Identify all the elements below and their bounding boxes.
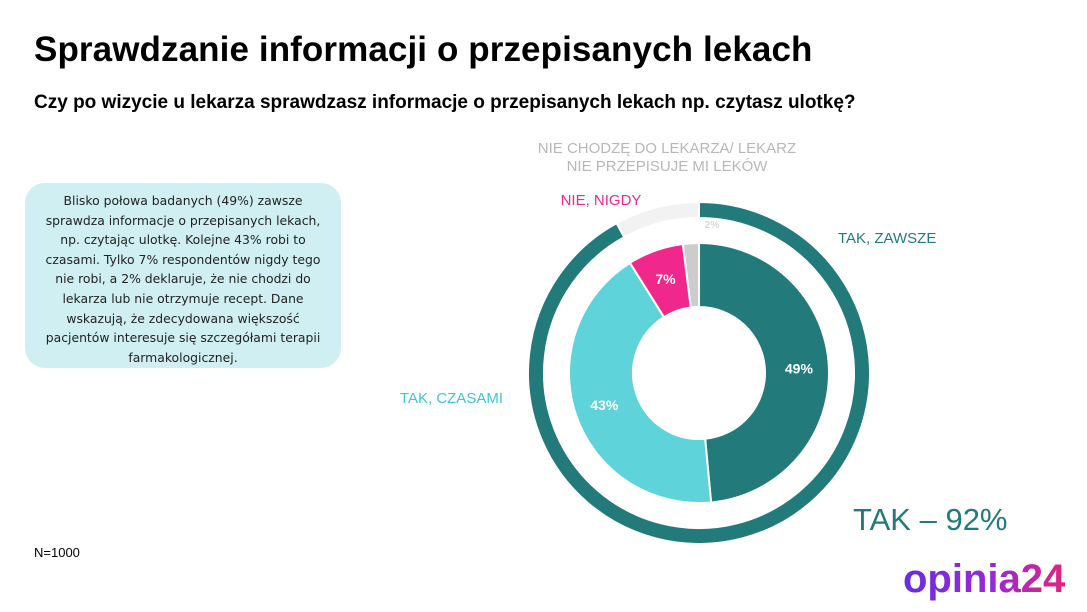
opinia24-logo-mark: opinia24	[903, 557, 1066, 601]
slice-value-label-0: 49%	[785, 360, 814, 376]
page-subtitle: Czy po wizycie u lekarza sprawdzasz info…	[34, 92, 856, 113]
category-label-3: NIE CHODZĘ DO LEKARZA/ LEKARZ NIE PRZEPIS…	[538, 140, 796, 175]
inner-slice-0	[698, 241, 830, 504]
category-label-1: TAK, CZASAMI	[400, 390, 503, 407]
inner-slice-3	[681, 241, 700, 309]
slice-value-label-1: 43%	[590, 397, 619, 413]
sample-size: N=1000	[34, 545, 80, 560]
summary-box: Blisko połowa badanych (49%) zawsze spra…	[25, 183, 341, 368]
slice-value-label-2: 7%	[655, 271, 676, 287]
category-label-0: TAK, ZAWSZE	[838, 230, 936, 247]
category-label-2: NIE, NIGDY	[561, 192, 642, 209]
inner-slice-1	[568, 261, 713, 504]
outer-ring-slice-1	[615, 200, 700, 239]
total-yes-label: TAK – 92%	[853, 502, 1008, 537]
logo-text: opinia24	[903, 557, 1066, 601]
slice-value-label-3: 2%	[705, 220, 720, 231]
page-title: Sprawdzanie informacji o przepisanych le…	[34, 30, 813, 69]
opinia24-logo: opinia24	[901, 556, 1069, 604]
